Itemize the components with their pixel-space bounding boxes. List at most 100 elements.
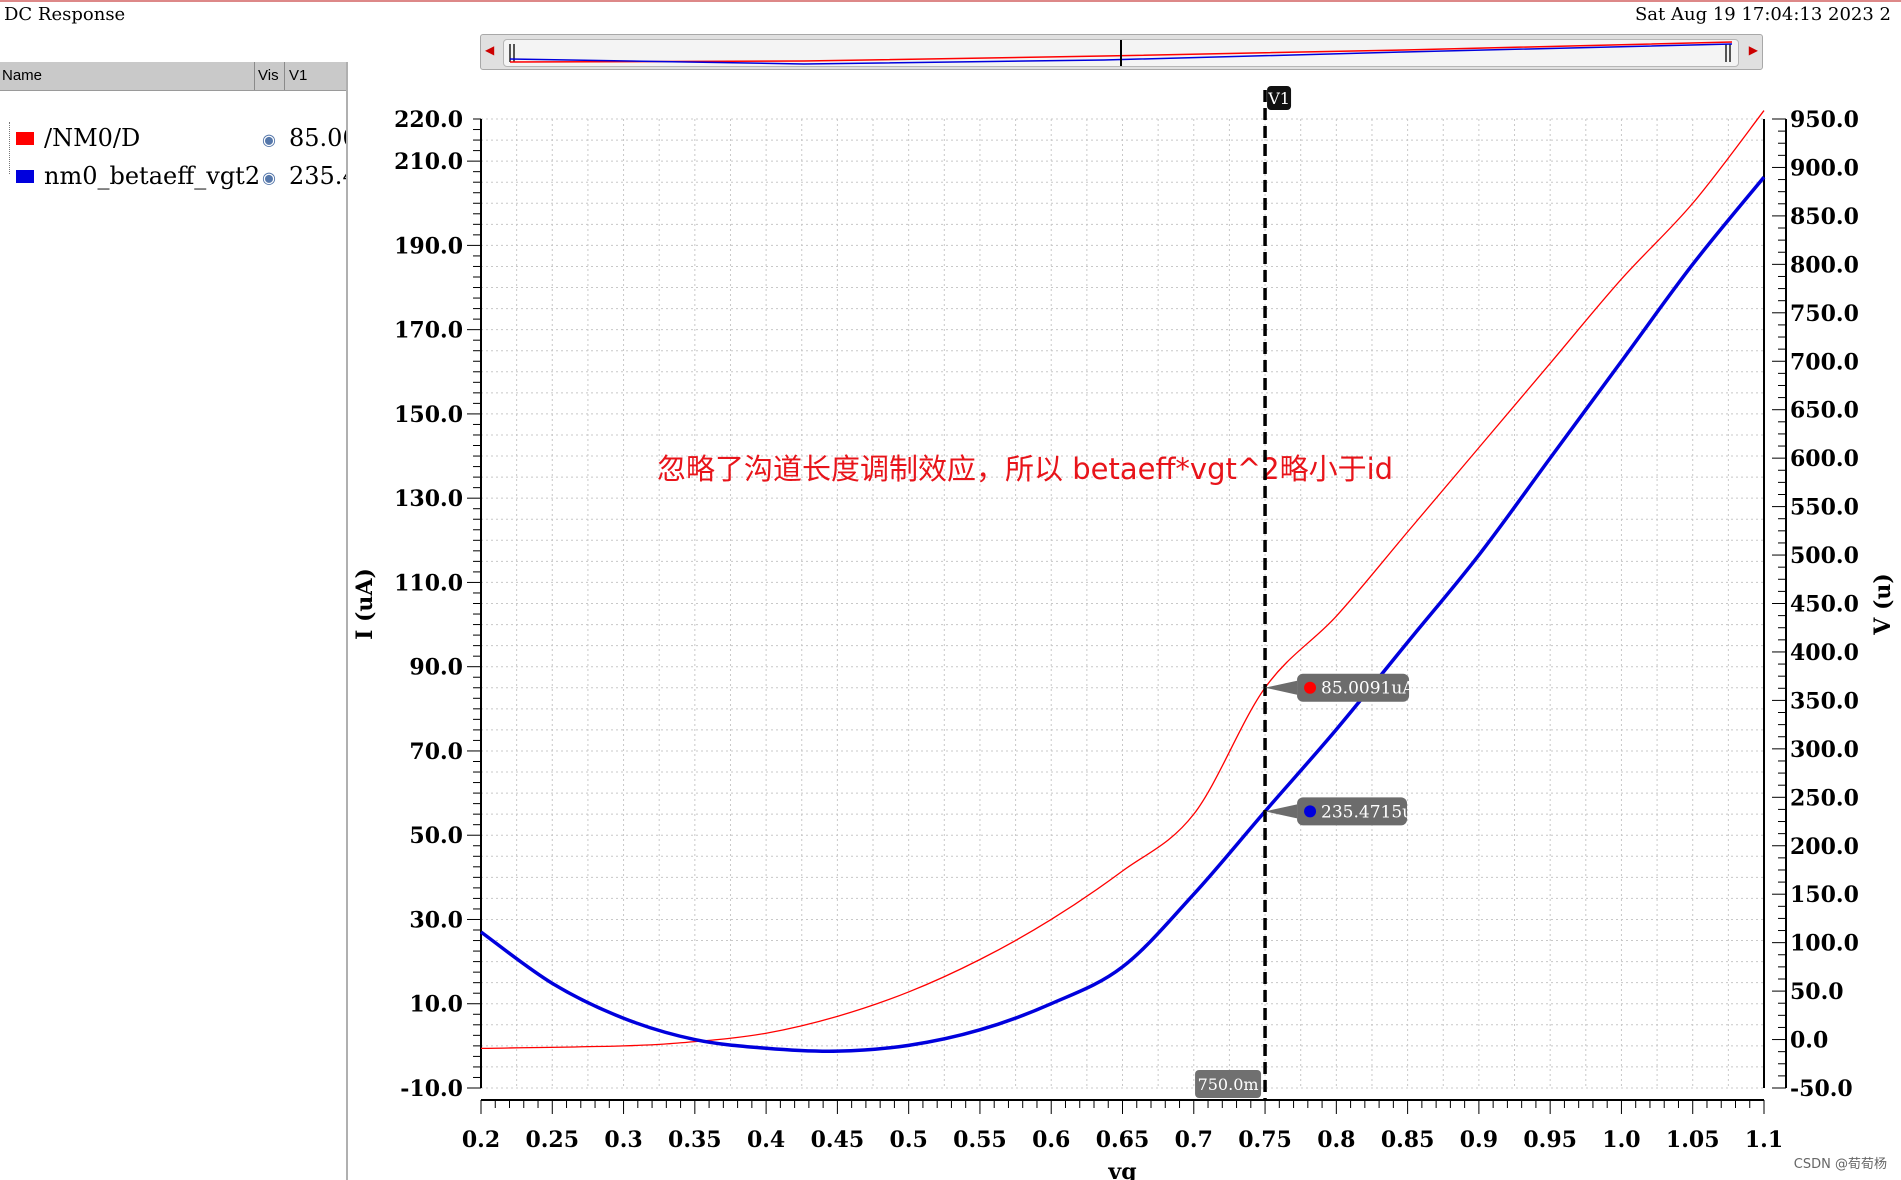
right-tick-label: 500.0 <box>1790 543 1859 569</box>
right-tick-label: 850.0 <box>1790 204 1859 230</box>
left-tick-label: 110.0 <box>394 570 463 596</box>
right-tick-label: 50.0 <box>1790 979 1844 1005</box>
left-tick-label: 190.0 <box>394 233 463 259</box>
cursor-x-tag <box>1195 1070 1262 1098</box>
trace-panel-header: Name Vis V1 <box>0 62 346 91</box>
x-tick-label: 0.8 <box>1317 1127 1355 1153</box>
x-tick-label: 0.2 <box>462 1127 500 1153</box>
right-tick-label: 200.0 <box>1790 834 1859 860</box>
right-tick-label: 700.0 <box>1790 349 1859 375</box>
left-tick-label: 150.0 <box>394 402 463 428</box>
marker-label: 235.4715u <box>1321 802 1413 822</box>
column-header-vis[interactable]: Vis <box>258 67 279 84</box>
left-tick-label: 130.0 <box>394 486 463 512</box>
x-tick-label: 0.5 <box>890 1127 928 1153</box>
timestamp: Sat Aug 19 17:04:13 2023 2 <box>1634 4 1891 25</box>
trace-panel: Name Vis V1 /NM0/D ◉ 85.00 nm0_betaeff_v… <box>0 62 348 1180</box>
preview-trace-red <box>509 41 1733 63</box>
x-tick-label: 0.35 <box>668 1127 722 1153</box>
right-tick-label: 750.0 <box>1790 301 1859 327</box>
trace-name[interactable]: nm0_betaeff_vgt2 <box>44 162 261 190</box>
left-tick-label: 70.0 <box>409 739 463 765</box>
series <box>479 110 1766 1054</box>
right-tick-label: 350.0 <box>1790 688 1859 714</box>
y-axis-right-title: V (u) <box>1870 573 1896 636</box>
right-tick-label: 550.0 <box>1790 495 1859 521</box>
column-separator[interactable] <box>284 62 285 90</box>
right-tick-label: 950.0 <box>1790 107 1859 133</box>
right-tick-label: 250.0 <box>1790 785 1859 811</box>
series-line-betaeff-vgt2 <box>479 176 1766 1054</box>
scroll-right-arrow-icon[interactable]: ▶ <box>1748 43 1758 57</box>
series-line-nm0-d <box>480 110 1765 1050</box>
tree-connector <box>9 122 11 174</box>
x-tick-label: 0.7 <box>1175 1127 1213 1153</box>
marker-box <box>1297 797 1408 826</box>
cursor-name-label: V1 <box>1267 89 1290 108</box>
x-axis-title: vg <box>1107 1159 1136 1180</box>
right-tick-label: 100.0 <box>1790 931 1859 957</box>
marker-pointer <box>1265 804 1298 819</box>
right-tick-label: 0.0 <box>1790 1028 1828 1054</box>
grid <box>480 118 1765 1089</box>
y-axis-left-title: I (uA) <box>352 568 378 640</box>
legend-row-nm0-d[interactable]: /NM0/D ◉ 85.00 <box>0 122 346 156</box>
column-separator[interactable] <box>254 62 255 90</box>
visibility-eye-icon[interactable]: ◉ <box>262 130 276 149</box>
trace-cursor-value: 85.00 <box>289 124 346 152</box>
legend-row-betaeff[interactable]: nm0_betaeff_vgt2 ◉ 235.4 <box>0 160 346 194</box>
scroll-left-arrow-icon[interactable]: ◀ <box>485 43 495 57</box>
right-tick-label: 600.0 <box>1790 446 1859 472</box>
left-tick-label: 10.0 <box>409 992 463 1018</box>
trace-name[interactable]: /NM0/D <box>44 124 141 152</box>
window-title: DC Response <box>4 4 126 25</box>
left-tick-label: 220.0 <box>394 107 463 133</box>
x-tick-label: 0.6 <box>1032 1127 1070 1153</box>
marker-dot <box>1304 805 1317 818</box>
right-tick-label: 450.0 <box>1790 592 1859 618</box>
marker-pointer <box>1265 680 1298 695</box>
cursor-v1[interactable]: V1 750.0m <box>1195 86 1292 1100</box>
right-tick-label: -50.0 <box>1790 1076 1853 1102</box>
x-tick-label: 0.65 <box>1096 1127 1150 1153</box>
trace-cursor-value: 235.4 <box>289 162 346 190</box>
x-tick-label: 0.95 <box>1523 1127 1577 1153</box>
x-tick-label: 0.9 <box>1460 1127 1498 1153</box>
right-tick-label: 900.0 <box>1790 155 1859 181</box>
left-tick-label: 90.0 <box>409 655 463 681</box>
scrollbar-preview <box>509 40 1733 66</box>
scrollbar-thumb[interactable] <box>503 39 1739 67</box>
color-swatch <box>16 170 34 183</box>
column-header-v1[interactable]: V1 <box>289 67 308 84</box>
annotation-text: 忽略了沟道长度调制效应，所以 betaeff*vgt^2略小于id <box>657 452 1393 486</box>
left-tick-label: 210.0 <box>394 149 463 175</box>
right-tick-label: 800.0 <box>1790 252 1859 278</box>
right-tick-label: 650.0 <box>1790 398 1859 424</box>
right-tick-label: 300.0 <box>1790 737 1859 763</box>
marker-box <box>1297 673 1410 702</box>
left-tick-label: 170.0 <box>394 318 463 344</box>
cursor-x-label: 750.0m <box>1198 1075 1259 1094</box>
left-tick-label: 50.0 <box>409 823 463 849</box>
x-tick-label: 1.0 <box>1602 1127 1640 1153</box>
cursor-name-tag <box>1267 86 1292 110</box>
marker-dot <box>1304 681 1317 694</box>
axes: 220.0 210.0 190.0 170.0 150.0 130.0 110.0 90.0 7… <box>352 107 1896 1180</box>
visibility-eye-icon[interactable]: ◉ <box>262 168 276 187</box>
x-tick-label: 0.4 <box>747 1127 785 1153</box>
x-zoom-scrollbar[interactable]: ◀ ▶ <box>480 34 1763 70</box>
x-tick-label: 0.75 <box>1238 1127 1292 1153</box>
x-tick-label: 0.85 <box>1381 1127 1435 1153</box>
left-tick-label: -10.0 <box>400 1076 463 1102</box>
right-tick-label: 150.0 <box>1790 882 1859 908</box>
right-tick-label: 400.0 <box>1790 640 1859 666</box>
x-tick-label: 1.1 <box>1745 1127 1783 1153</box>
x-tick-label: 0.3 <box>604 1127 642 1153</box>
window-top-border <box>0 0 1901 2</box>
x-tick-label: 1.05 <box>1666 1127 1720 1153</box>
markers: 85.0091uA 235.4715u <box>1265 673 1415 826</box>
column-header-name[interactable]: Name <box>2 67 43 84</box>
x-tick-label: 0.55 <box>953 1127 1007 1153</box>
x-tick-label: 0.25 <box>525 1127 579 1153</box>
